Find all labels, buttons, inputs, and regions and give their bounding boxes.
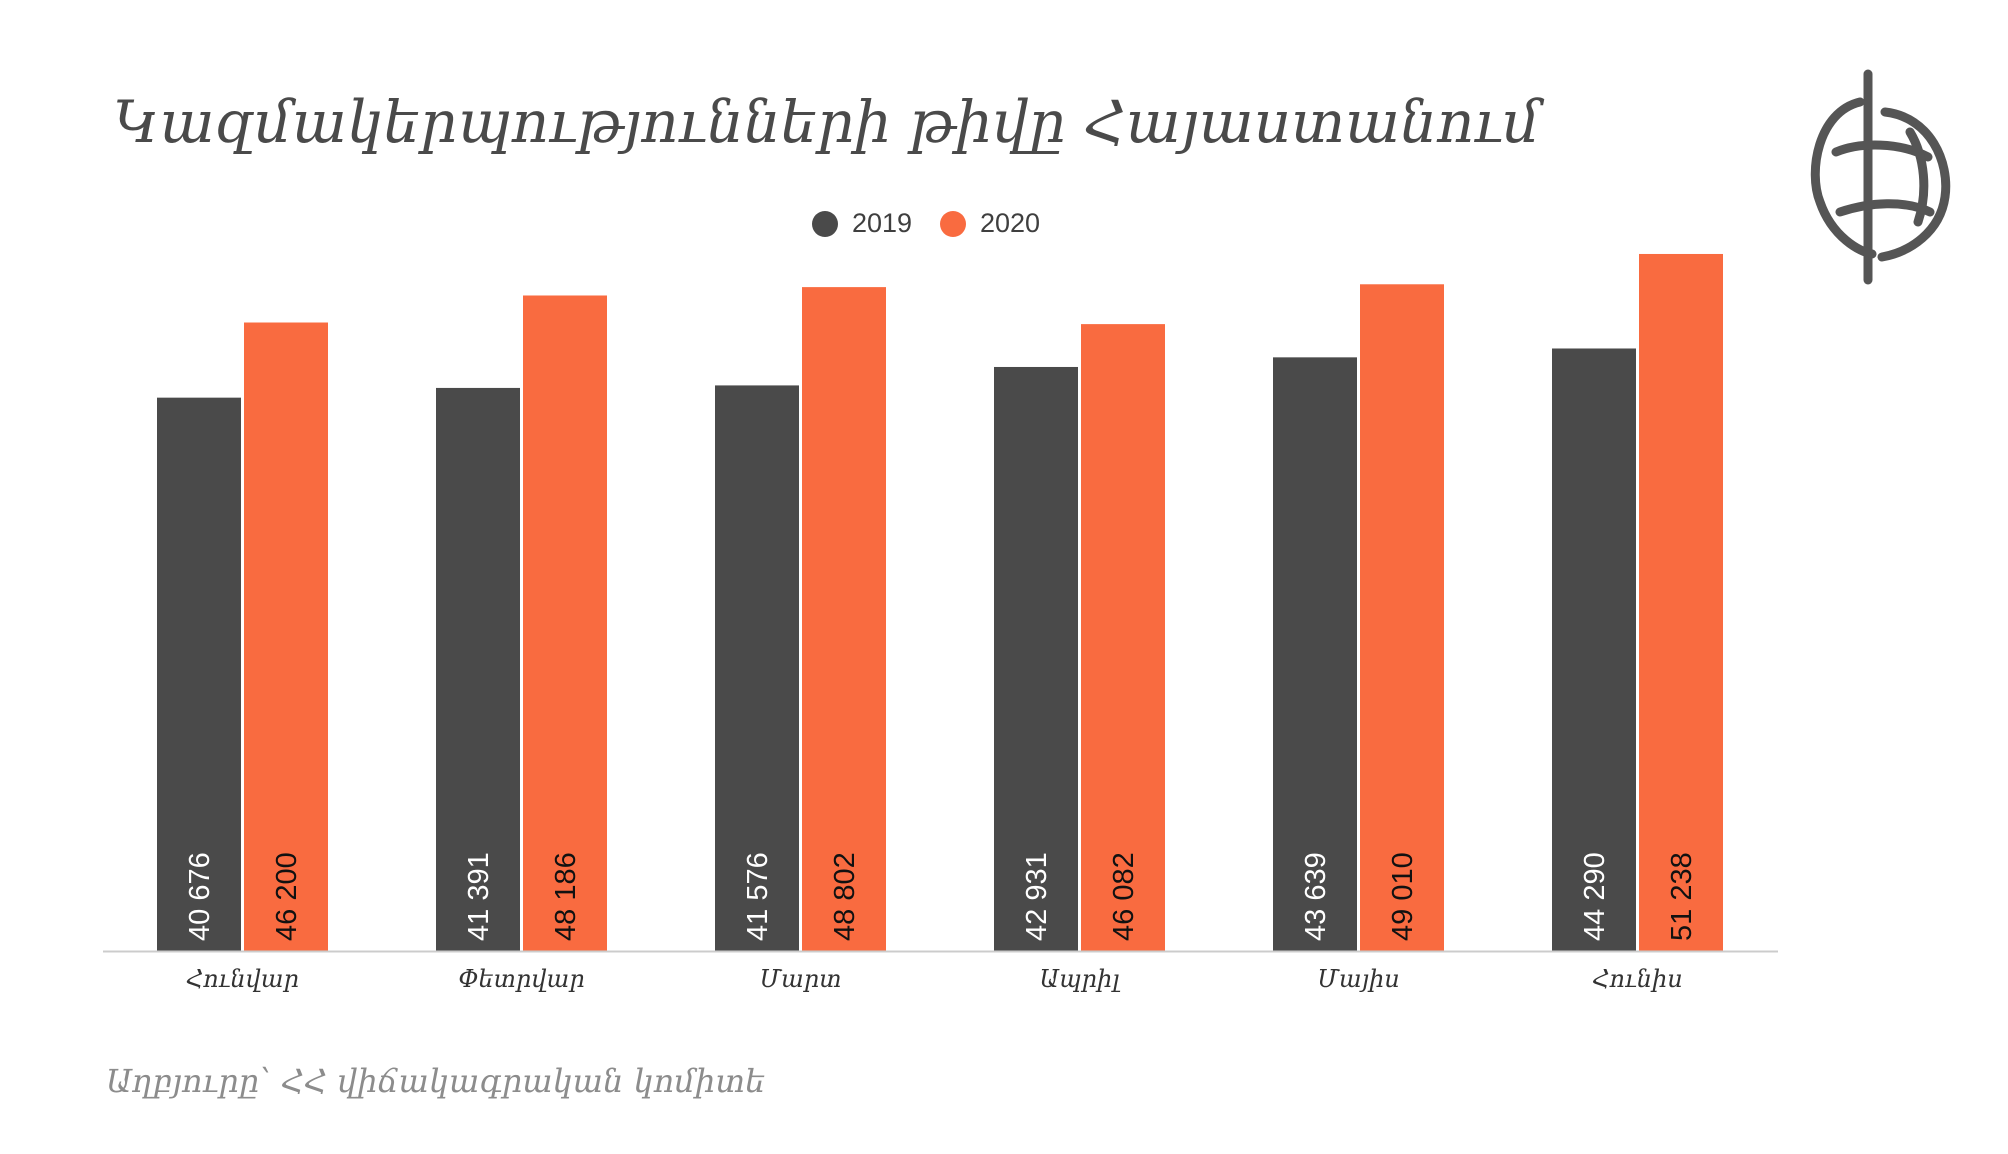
data-label-2020-3: 48 802 bbox=[829, 852, 861, 941]
legend: 2019 2020 bbox=[0, 203, 1880, 253]
data-label-2019-1: 40 676 bbox=[184, 852, 216, 941]
x-tick-label-2: Փետրվար bbox=[458, 965, 584, 993]
data-label-2020-1: 46 200 bbox=[271, 852, 303, 941]
bar-2019-6 bbox=[1552, 348, 1636, 951]
bar-2019-2 bbox=[436, 387, 520, 951]
bar-2020-1 bbox=[244, 322, 328, 952]
bar-2020-6 bbox=[1639, 253, 1723, 951]
legend-swatch-2019 bbox=[812, 210, 838, 237]
bar-2019-1 bbox=[157, 397, 241, 951]
data-label-2019-3: 41 576 bbox=[742, 852, 774, 941]
bar-2019-4 bbox=[994, 366, 1078, 951]
x-tick-label-5: Մայիս bbox=[1317, 965, 1399, 993]
bar-2019-3 bbox=[715, 385, 799, 951]
data-label-2019-2: 41 391 bbox=[463, 852, 495, 941]
data-label-2020-2: 48 186 bbox=[550, 852, 582, 941]
legend-item-2020: 2020 bbox=[940, 208, 1040, 239]
data-label-2019-6: 44 290 bbox=[1579, 852, 1611, 941]
legend-swatch-2020 bbox=[940, 210, 966, 237]
legend-label-2019: 2019 bbox=[852, 208, 913, 238]
bar-2019-5 bbox=[1273, 357, 1357, 951]
data-label-2020-4: 46 082 bbox=[1108, 852, 1140, 941]
bar-2020-4 bbox=[1081, 324, 1165, 951]
data-label-2020-6: 51 238 bbox=[1666, 852, 1698, 941]
legend-label-2020: 2020 bbox=[980, 208, 1041, 238]
legend-item-2019: 2019 bbox=[812, 208, 912, 239]
bar-2020-2 bbox=[523, 295, 607, 952]
chart-title: Կազմակերպությունների թիվը Հայաստանում bbox=[113, 88, 1540, 156]
bar-2020-5 bbox=[1360, 284, 1444, 951]
source-note: Աղբյուրը՝ ՀՀ վիճակագրական կոմիտե bbox=[106, 1062, 766, 1100]
logo-icon bbox=[1810, 69, 1951, 285]
x-tick-label-3: Մարտ bbox=[759, 965, 841, 993]
data-label-2020-5: 49 010 bbox=[1387, 852, 1419, 941]
data-label-2019-5: 43 639 bbox=[1300, 852, 1332, 941]
bar-2020-3 bbox=[802, 287, 886, 951]
data-label-2019-4: 42 931 bbox=[1021, 852, 1053, 941]
x-tick-label-1: Հունվար bbox=[186, 965, 299, 993]
x-tick-label-4: Ապրիլ bbox=[1039, 965, 1120, 993]
x-tick-label-6: Հունիս bbox=[1592, 965, 1682, 993]
